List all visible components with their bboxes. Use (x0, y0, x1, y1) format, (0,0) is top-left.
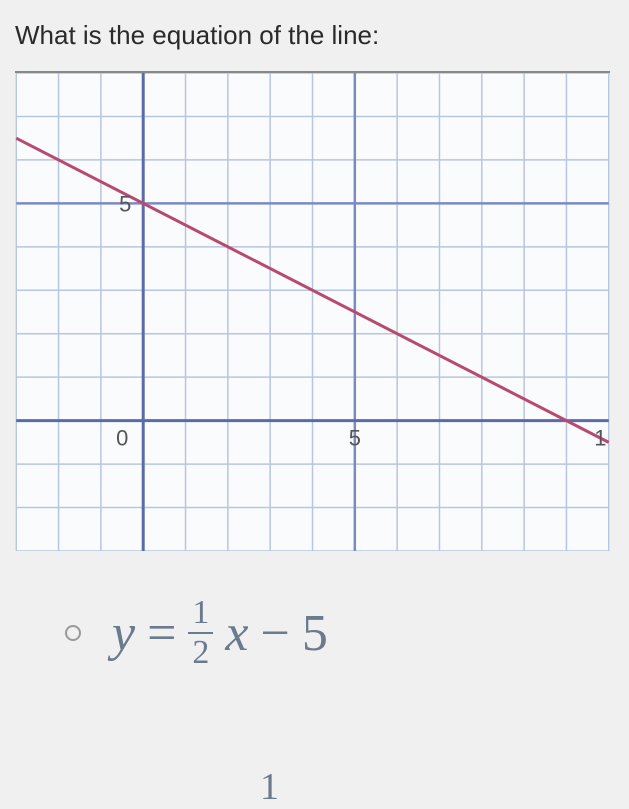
svg-text:0: 0 (116, 426, 128, 451)
equation-display: y = 1 2 x − 5 (106, 596, 334, 670)
line-chart: 0 5 1 5 (15, 71, 610, 551)
fraction: 1 2 (188, 596, 213, 670)
svg-text:5: 5 (119, 191, 131, 216)
minus-sign: − (261, 604, 290, 663)
question-text: What is the equation of the line: (15, 20, 614, 51)
svg-text:1: 1 (594, 426, 606, 451)
answer-option[interactable]: y = 1 2 x − 5 (15, 596, 614, 670)
minor-gridlines (16, 73, 609, 551)
var-y: y (112, 604, 135, 663)
radio-button[interactable] (65, 625, 81, 641)
svg-text:5: 5 (349, 426, 361, 451)
equals-sign: = (147, 604, 176, 663)
partial-cutoff-text: 1 (260, 765, 279, 809)
var-x: x (225, 604, 248, 663)
denominator: 2 (188, 632, 213, 670)
chart-svg: 0 5 1 5 (15, 73, 610, 551)
numerator: 1 (188, 596, 213, 632)
constant: 5 (302, 604, 328, 663)
tick-labels: 0 5 1 5 (116, 191, 606, 450)
